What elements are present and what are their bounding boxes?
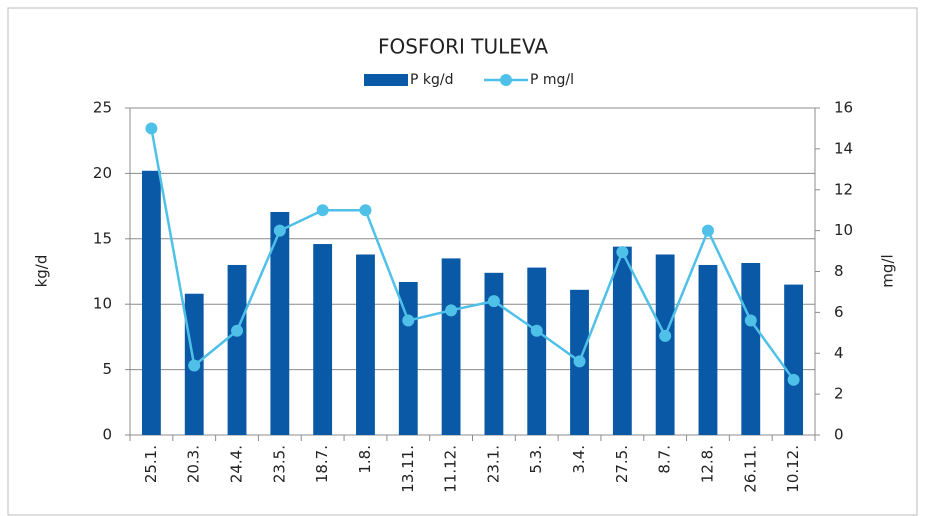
marker [188,359,201,372]
legend-marker [500,74,512,86]
bar [270,211,290,435]
legend-swatch [364,74,408,86]
y-tick-label: 10 [93,295,112,313]
marker [445,304,458,317]
marker [701,224,714,237]
y-tick-label: 20 [93,164,112,182]
bar [356,254,375,435]
marker [744,314,757,327]
bar [741,262,761,435]
marker [787,373,800,386]
y-tick-label: 15 [93,229,112,247]
bar [698,264,718,435]
x-tick-label: 1.8. [356,445,374,474]
x-tick-label: 11.12. [442,445,460,493]
marker [530,324,543,337]
x-tick-label: 8.7. [656,445,674,474]
bar [441,258,461,435]
marker [316,204,329,217]
x-tick-label: 10.12. [784,445,802,493]
x-tick-label: 26.11. [741,445,759,493]
y-tick-label: 5 [102,360,112,378]
legend-text: P kg/d [410,72,454,88]
marker [402,314,415,327]
y2-tick-label: 2 [834,385,844,403]
y2-tick-label: 16 [834,99,853,117]
x-tick-label: 24.4. [228,445,246,483]
marker [487,295,500,308]
bar [313,244,333,435]
marker [231,324,244,337]
bar [527,267,547,435]
bar [227,264,247,435]
y2-tick-label: 4 [834,344,844,362]
y2-tick-label: 6 [834,303,844,321]
y2-tick-label: 12 [834,180,853,198]
line [150,128,795,381]
marker [359,204,372,217]
bar [612,246,632,435]
x-tick-label: 25.1. [142,445,160,483]
x-tick-label: 23.1. [484,445,502,483]
y2-axis-label: mg/l [879,254,897,287]
marker [145,122,158,135]
bar [484,272,504,435]
bar [141,170,161,435]
x-tick-label: 27.5. [613,445,631,483]
y2-tick-label: 8 [834,262,844,280]
y-tick-label: 0 [102,426,112,444]
x-tick-label: 23.5. [270,445,288,483]
y-tick-label: 25 [93,99,112,117]
marker [573,355,586,368]
y-axis-label: kg/d [33,255,51,288]
y2-tick-label: 10 [834,221,853,239]
chart-title: FOSFORI TULEVA [378,35,548,59]
bar [655,254,675,435]
marker [273,224,286,237]
marker [616,246,629,259]
legend-text: P mg/l [530,72,574,88]
x-tick-label: 5.3. [527,445,545,474]
x-tick-label: 13.11. [399,445,417,493]
y2-tick-label: 14 [834,139,853,157]
marker [659,329,672,342]
x-tick-label: 20.3. [185,445,203,483]
y2-tick-label: 0 [834,426,844,444]
x-tick-label: 18.7. [313,445,331,483]
x-tick-label: 12.8. [698,445,716,483]
x-tick-label: 3.4. [570,445,588,474]
bar [784,284,804,435]
